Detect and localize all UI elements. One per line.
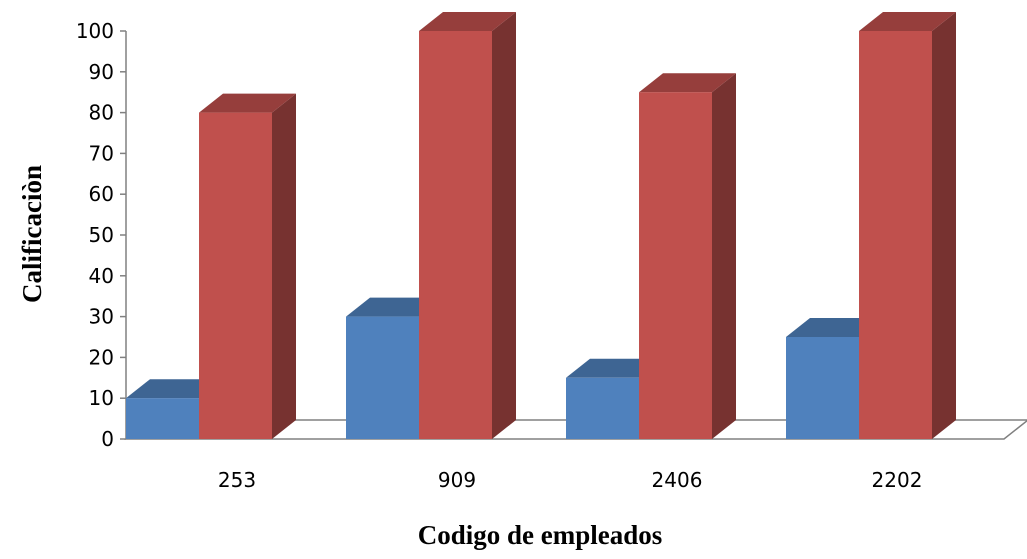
y-tick-label: 10 <box>89 386 114 410</box>
x-tick-label: 253 <box>218 468 256 492</box>
y-tick-label: 70 <box>89 141 114 165</box>
bar-front <box>859 31 932 439</box>
x-tick-label: 2202 <box>872 468 923 492</box>
bar-top <box>126 379 223 399</box>
y-axis-title: Calificaciòn <box>17 165 47 303</box>
y-tick-label: 90 <box>89 60 114 84</box>
y-tick-label: 50 <box>89 223 114 247</box>
y-tick-label: 60 <box>89 182 114 206</box>
bar-side <box>712 73 736 439</box>
bar-top <box>639 73 736 93</box>
bar-front <box>346 316 419 439</box>
labels-layer: 0 10 20 30 40 50 60 70 80 90 100 253 909 2406 2202 <box>76 19 923 492</box>
y-tick-label: 0 <box>101 427 114 451</box>
bar-front <box>639 92 712 439</box>
bar-front <box>419 31 492 439</box>
y-tick-label: 30 <box>89 305 114 329</box>
y-tick-label: 20 <box>89 345 114 369</box>
bar-front <box>199 112 272 439</box>
bar-red-909 <box>419 12 516 439</box>
bar-side <box>932 12 956 439</box>
bar-top <box>859 12 956 31</box>
y-tick-label: 40 <box>89 264 114 288</box>
x-tick-label: 909 <box>438 468 476 492</box>
x-tick-label: 2406 <box>652 468 703 492</box>
bar-top <box>419 12 516 31</box>
bar-red-2406 <box>639 73 736 439</box>
x-axis-title: Codigo de empleados <box>418 520 663 550</box>
bar-top <box>566 358 663 378</box>
bar-top <box>199 93 296 113</box>
bar-front <box>566 377 639 439</box>
bar-top <box>786 318 883 337</box>
bar-side <box>272 93 296 439</box>
bar-red-253 <box>199 93 296 439</box>
bar-red-2202 <box>859 12 956 439</box>
bar-front <box>126 398 199 439</box>
bar-top <box>346 297 443 317</box>
y-tick-label: 100 <box>76 19 114 43</box>
bar-side <box>492 12 516 439</box>
bar-front <box>786 337 859 439</box>
y-tick-label: 80 <box>89 101 114 125</box>
bars-layer <box>126 12 956 439</box>
